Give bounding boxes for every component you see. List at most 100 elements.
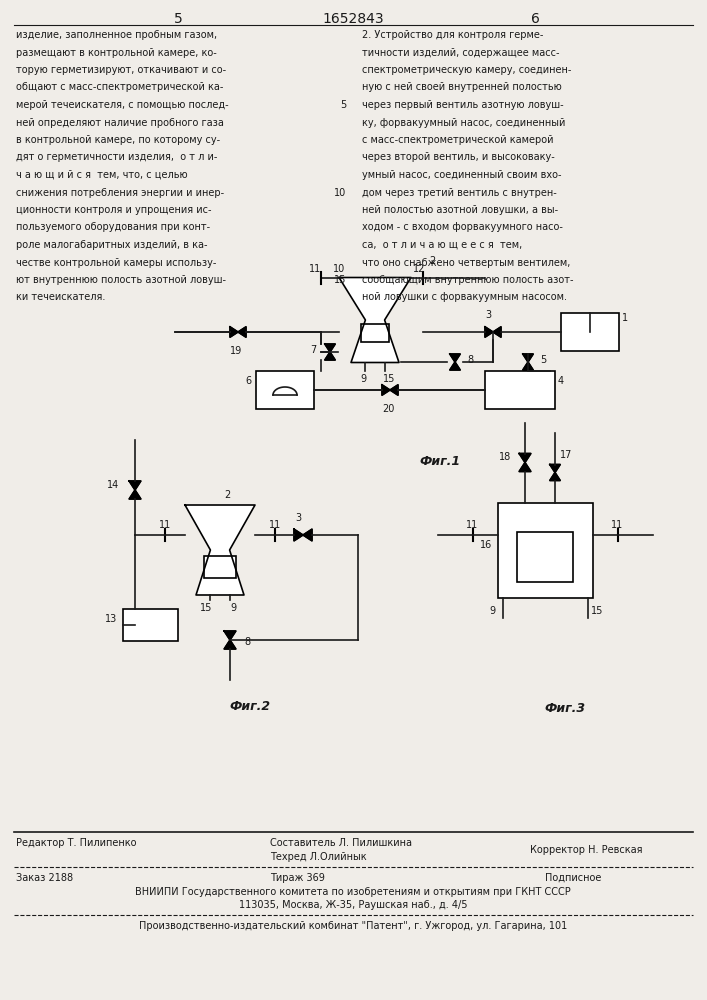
Text: честве контрольной камеры использу-: честве контрольной камеры использу- [16,257,216,267]
Text: 2: 2 [429,255,436,265]
Text: ки течеискателя.: ки течеискателя. [16,292,105,302]
Text: 5: 5 [540,355,547,365]
Polygon shape [185,505,255,595]
Text: 5: 5 [340,100,346,110]
Text: Производственно-издательский комбинат "Патент", г. Ужгород, ул. Гагарина, 101: Производственно-издательский комбинат "П… [139,921,567,931]
Text: 6: 6 [530,12,539,26]
Text: 11: 11 [612,520,624,530]
Text: 10: 10 [333,263,345,273]
Polygon shape [339,277,411,362]
Text: 2. Устройство для контроля герме-: 2. Устройство для контроля герме- [362,30,544,40]
Text: 7: 7 [310,345,316,355]
Text: 8: 8 [467,355,473,365]
Text: Корректор Н. Ревская: Корректор Н. Ревская [530,845,643,855]
Polygon shape [230,327,246,337]
Polygon shape [522,354,533,370]
Text: 5: 5 [174,12,182,26]
Polygon shape [224,631,236,649]
Text: через второй вентиль, и высоковаку-: через второй вентиль, и высоковаку- [362,152,555,162]
Text: ную с ней своей внутренней полостью: ную с ней своей внутренней полостью [362,83,562,93]
Bar [204,556,236,578]
Text: ционности контроля и упрощения ис-: ционности контроля и упрощения ис- [16,205,211,215]
Text: что оно снабжено четвертым вентилем,: что оно снабжено четвертым вентилем, [362,257,571,267]
Text: изделие, заполненное пробным газом,: изделие, заполненное пробным газом, [16,30,217,40]
Text: умный насос, соединенный своим вхо-: умный насос, соединенный своим вхо- [362,170,561,180]
Text: 9: 9 [360,374,366,384]
Text: 4: 4 [558,376,564,386]
Text: ходом - с входом форвакуумного насо-: ходом - с входом форвакуумного насо- [362,223,563,232]
Bar [561,313,619,351]
Text: размещают в контрольной камере, ко-: размещают в контрольной камере, ко- [16,47,217,57]
Text: 10: 10 [334,188,346,198]
Text: торую герметизируют, откачивают и со-: торую герметизируют, откачивают и со- [16,65,226,75]
Bar [256,371,314,409]
Text: ку, форвакуумный насос, соединенный: ку, форвакуумный насос, соединенный [362,117,566,127]
Text: ной ловушки с форвакуумным насосом.: ной ловушки с форвакуумным насосом. [362,292,567,302]
Text: 3: 3 [485,310,491,320]
Bar [498,502,592,597]
Text: 11: 11 [467,520,479,530]
Text: с масс-спектрометрической камерой: с масс-спектрометрической камерой [362,135,554,145]
Polygon shape [450,354,460,370]
Bar [361,324,389,342]
Bar [517,532,573,582]
Text: Техред Л.Олийнык: Техред Л.Олийнык [270,852,367,862]
Text: 15: 15 [382,374,395,384]
Text: Заказ 2188: Заказ 2188 [16,873,73,883]
Text: Тираж 369: Тираж 369 [270,873,325,883]
Text: Фиг.2: Фиг.2 [230,700,271,713]
Text: 6: 6 [246,376,252,386]
Text: сообщающим внутреннюю полость азот-: сообщающим внутреннюю полость азот- [362,275,573,285]
Text: 9: 9 [489,605,496,615]
Text: 15: 15 [591,605,604,615]
Text: дом через третий вентиль с внутрен-: дом через третий вентиль с внутрен- [362,188,556,198]
Text: 3: 3 [295,513,301,523]
Polygon shape [519,454,531,472]
Polygon shape [294,529,312,541]
Text: 13: 13 [105,614,117,624]
Text: 2: 2 [224,490,230,500]
Text: Фиг.1: Фиг.1 [419,455,460,468]
Text: 19: 19 [230,346,242,356]
Text: 15: 15 [199,603,212,613]
Text: пользуемого оборудования при конт-: пользуемого оборудования при конт- [16,223,210,232]
Text: 1: 1 [622,313,628,323]
Text: 11: 11 [309,263,321,273]
Text: роле малогабаритных изделий, в ка-: роле малогабаритных изделий, в ка- [16,240,207,250]
Text: Редактор Т. Пилипенко: Редактор Т. Пилипенко [16,838,136,848]
Text: в контрольной камере, по которому су-: в контрольной камере, по которому су- [16,135,220,145]
Polygon shape [325,344,335,360]
Text: ней полостью азотной ловушки, а вы-: ней полостью азотной ловушки, а вы- [362,205,558,215]
Polygon shape [550,464,560,481]
Polygon shape [485,327,501,337]
Text: мерой течеискателя, с помощью послед-: мерой течеискателя, с помощью послед- [16,100,228,110]
Text: общают с масс-спектрометрической ка-: общают с масс-спектрометрической ка- [16,83,223,93]
Text: 17: 17 [560,450,573,460]
Text: ВНИИПИ Государственного комитета по изобретениям и открытиям при ГКНТ СССР: ВНИИПИ Государственного комитета по изоб… [135,887,571,897]
Text: ч а ю щ и й с я  тем, что, с целью: ч а ю щ и й с я тем, что, с целью [16,170,187,180]
Polygon shape [129,481,141,499]
Text: 20: 20 [382,404,395,414]
Text: ют внутреннюю полость азотной ловуш-: ют внутреннюю полость азотной ловуш- [16,275,226,285]
Text: Подписное: Подписное [545,873,602,883]
Text: через первый вентиль азотную ловуш-: через первый вентиль азотную ловуш- [362,100,563,110]
Text: Составитель Л. Пилишкина: Составитель Л. Пилишкина [270,838,412,848]
Text: 14: 14 [107,480,119,490]
Text: 113035, Москва, Ж-35, Раушская наб., д. 4/5: 113035, Москва, Ж-35, Раушская наб., д. … [239,900,467,910]
Bar [485,371,555,409]
Text: 15: 15 [334,275,346,285]
Text: 11: 11 [269,520,281,530]
Text: са,  о т л и ч а ю щ е е с я  тем,: са, о т л и ч а ю щ е е с я тем, [362,240,522,250]
Text: 18: 18 [498,452,511,462]
Polygon shape [382,385,398,395]
Text: 1652843: 1652843 [322,12,385,26]
Text: 12: 12 [413,263,426,273]
Bar [122,609,177,641]
Text: тичности изделий, содержащее масс-: тичности изделий, содержащее масс- [362,47,559,57]
Text: 8: 8 [244,637,250,647]
Text: снижения потребления энергии и инер-: снижения потребления энергии и инер- [16,188,224,198]
Text: ней определяют наличие пробного газа: ней определяют наличие пробного газа [16,117,224,127]
Text: 9: 9 [230,603,236,613]
Text: 11: 11 [159,520,171,530]
Text: Фиг.3: Фиг.3 [544,702,585,716]
